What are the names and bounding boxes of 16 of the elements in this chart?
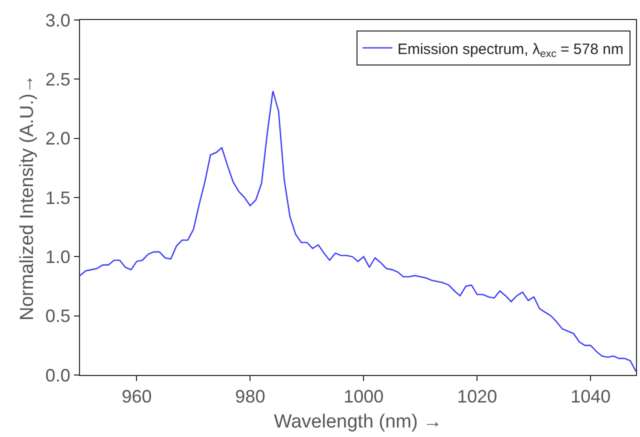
x-tick-label: 1040: [570, 386, 611, 407]
legend-label: Emission spectrum, λ$_{exc}$ = 578 nm: [397, 40, 624, 60]
y-tick-label: 1.5: [45, 188, 70, 208]
x-axis-title: Wavelength (nm) →: [274, 411, 442, 432]
y-tick-label: 2.5: [45, 69, 70, 90]
x-tick-label: 960: [122, 386, 152, 407]
y-tick-label: 2.0: [45, 128, 70, 149]
x-tick-label: 1020: [457, 386, 498, 407]
y-tick-label: 0.5: [45, 306, 70, 326]
y-axis-title: Normalized Intensity (A.U.)→: [17, 74, 38, 321]
line-series: [80, 90, 636, 372]
x-tick-label: 980: [235, 386, 266, 407]
x-tick-label: 1000: [344, 386, 384, 407]
y-tick-label: 0.0: [45, 365, 70, 386]
y-tick-label: 1.0: [45, 246, 70, 267]
y-tick-label: 3.0: [45, 10, 70, 30]
